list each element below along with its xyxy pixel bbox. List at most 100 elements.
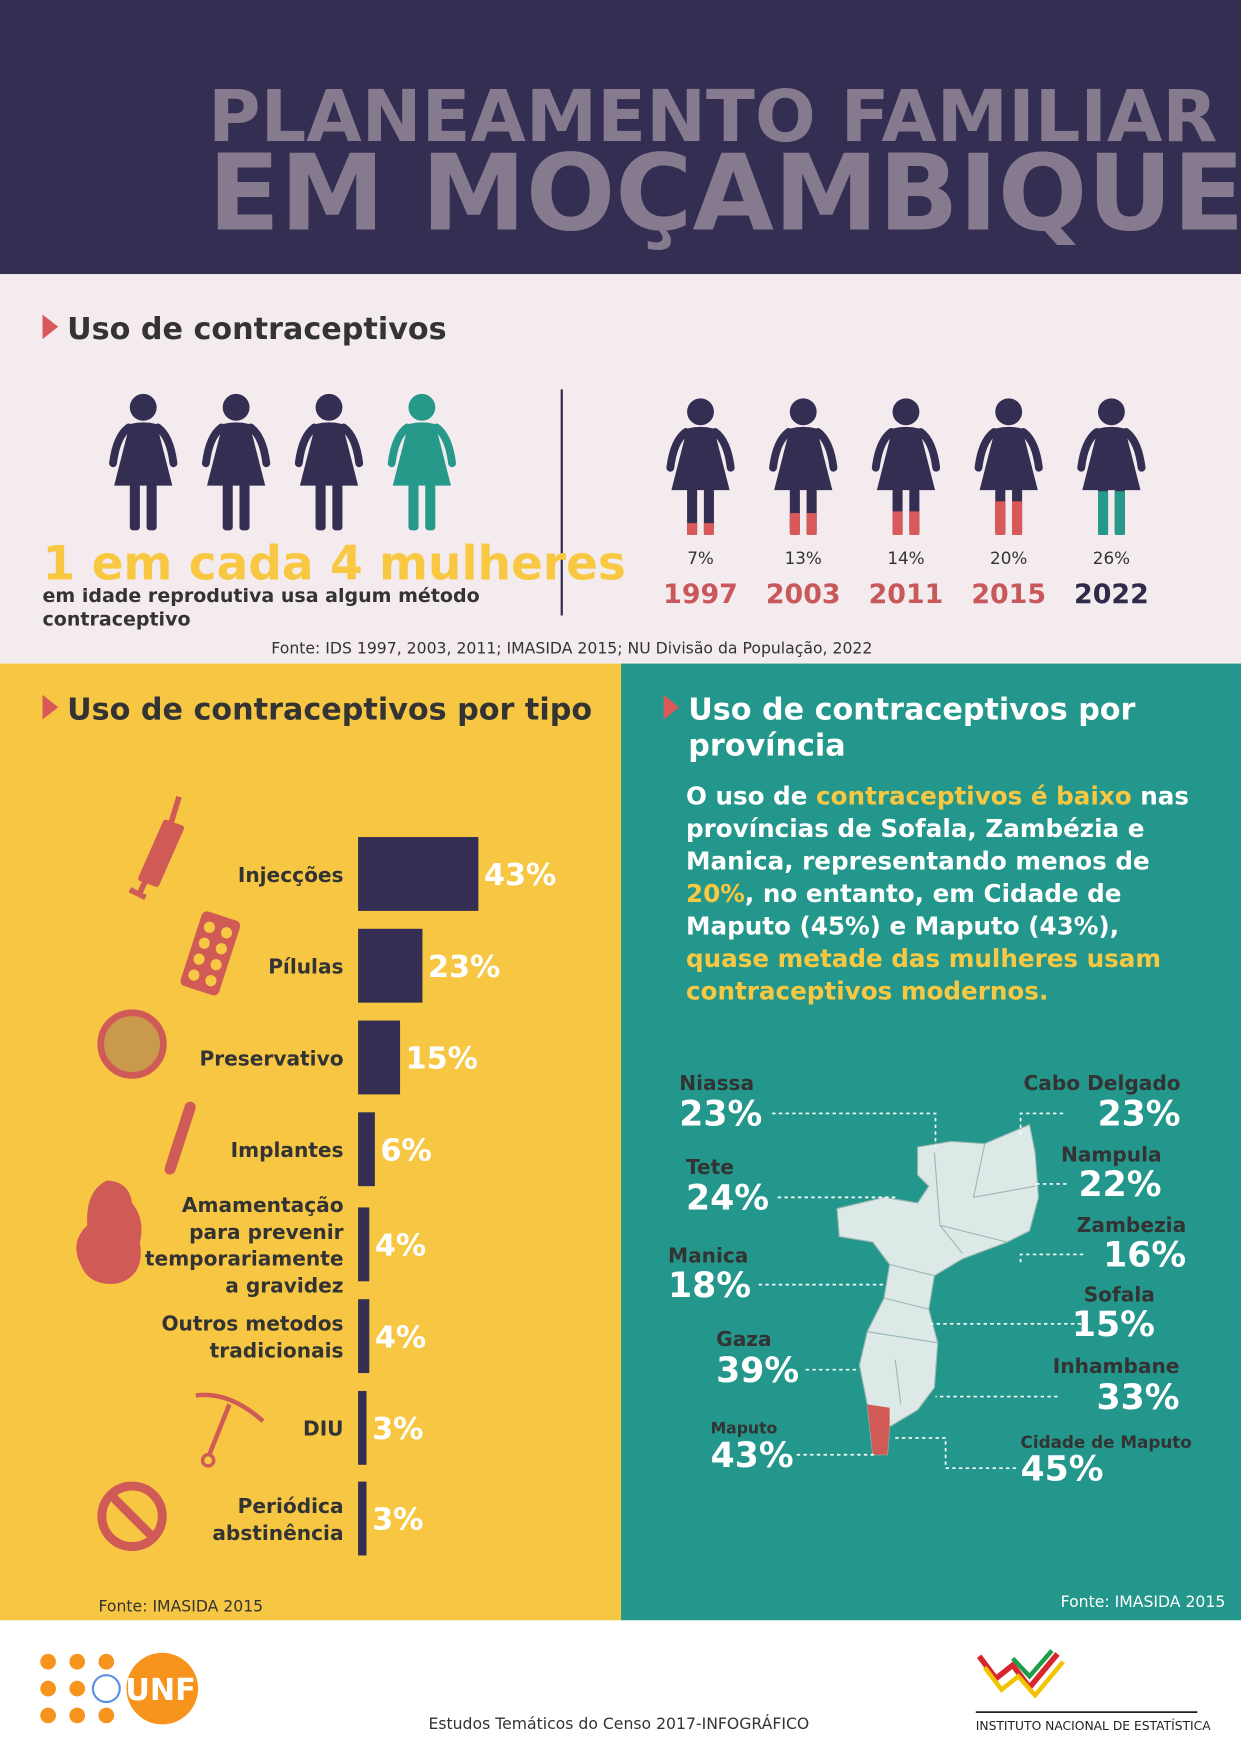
woman-leg <box>129 483 140 531</box>
province-value: 23% <box>679 1095 762 1135</box>
type-label: Outros metodos <box>161 1312 343 1336</box>
province-name: Manica <box>668 1243 748 1267</box>
province-value: 15% <box>1072 1305 1155 1345</box>
woman-arm <box>387 423 412 468</box>
type-label: Pílulas <box>268 955 343 979</box>
icon-pill <box>210 959 222 971</box>
woman-arm <box>813 428 838 472</box>
logo-dot <box>69 1680 86 1697</box>
logo-dot <box>98 1653 115 1670</box>
icon-implant <box>164 1101 196 1175</box>
province-value: 33% <box>1096 1378 1179 1418</box>
woman-dress <box>979 426 1038 491</box>
woman-arm <box>201 423 226 468</box>
province-name: Tete <box>686 1155 734 1179</box>
icon-iud <box>195 1392 265 1456</box>
leg-fill-left <box>789 513 800 535</box>
paragraph-segment: nas províncias de Sofala, Zambézia e Man… <box>685 783 1190 877</box>
woman-head <box>789 398 817 426</box>
trend-year: 2015 <box>971 579 1046 610</box>
province-value: 45% <box>1021 1449 1104 1489</box>
province-name: Nampula <box>1061 1143 1162 1167</box>
province-bg <box>621 663 1241 1621</box>
province-name: Gaza <box>716 1327 771 1351</box>
woman-arm <box>916 428 941 472</box>
footer-text: Estudos Temáticos do Censo 2017-INFOGRÁF… <box>428 1714 809 1733</box>
leg-fill <box>995 501 1023 535</box>
leg-fill-right <box>909 511 920 535</box>
section-heading: província <box>688 728 845 763</box>
type-label: Amamentação <box>182 1193 344 1217</box>
woman-arm <box>974 428 999 472</box>
woman-leg <box>332 483 343 531</box>
province-value: 39% <box>716 1351 799 1391</box>
leader-line <box>772 1112 937 1148</box>
woman-dress <box>207 422 266 486</box>
icon-iud-end <box>200 1453 216 1468</box>
woman-dress <box>114 422 173 486</box>
leader-line <box>895 1437 1017 1470</box>
woman-dress <box>876 426 936 491</box>
icon-pill <box>198 937 210 949</box>
logo-ine-mark <box>976 1652 1060 1693</box>
trend-year: 2022 <box>1074 579 1149 610</box>
type-value: 3% <box>372 1503 423 1538</box>
logo-dot <box>40 1680 56 1697</box>
woman-arm <box>294 423 319 468</box>
trend-value: 20% <box>990 548 1027 568</box>
type-value: 4% <box>375 1229 426 1264</box>
icon-condom <box>97 1009 167 1079</box>
province-value: 43% <box>711 1436 794 1476</box>
province-name: Sofala <box>1084 1282 1155 1306</box>
type-label: Periódica <box>238 1494 344 1518</box>
ratio-caption: contraceptivo <box>43 609 191 631</box>
woman-arm <box>432 423 457 468</box>
icon-pill <box>188 969 200 981</box>
section-heading: Uso de contraceptivos por <box>688 693 1135 728</box>
icon-pill <box>203 921 216 933</box>
section-heading: Uso de contraceptivos <box>67 312 446 347</box>
leg-fill-left <box>892 511 903 535</box>
woman-arm <box>711 428 735 472</box>
trend-year: 2011 <box>869 579 944 610</box>
trend-year: 1997 <box>663 579 738 610</box>
type-label: Implantes <box>231 1138 344 1162</box>
type-label: temporariamente <box>145 1247 344 1271</box>
type-source: Fonte: IMASIDA 2015 <box>98 1596 263 1615</box>
province-name: Cidade de Maputo <box>1021 1432 1192 1452</box>
type-label: para prevenir <box>189 1220 343 1244</box>
type-value: 6% <box>380 1133 431 1168</box>
province-value: 23% <box>1098 1095 1181 1135</box>
type-bar <box>358 1020 401 1095</box>
leader-line <box>1019 1112 1064 1136</box>
type-label: abstinência <box>212 1521 343 1545</box>
logo-un <box>91 1674 121 1704</box>
title-line1: PLANEAMENTO FAMILIAR <box>208 75 1217 158</box>
woman-arm <box>339 423 364 468</box>
woman-head <box>995 398 1023 426</box>
province-paragraph: O uso de contraceptivos é baixo nas prov… <box>686 781 1190 1008</box>
heading-marker <box>663 694 680 720</box>
province-name: Maputo <box>711 1418 778 1437</box>
type-bar <box>358 1112 375 1187</box>
section-heading: Uso de contraceptivos por tipo <box>67 693 592 728</box>
woman-arm <box>246 423 271 468</box>
paragraph-segment: quase metade das mulheres usam contracep… <box>685 945 1162 1007</box>
type-bar <box>358 837 479 911</box>
leg-fill-right <box>703 523 714 535</box>
type-bar <box>358 1207 370 1282</box>
logo-ine-mark2 <box>982 1660 1065 1699</box>
logo-dot <box>69 1653 86 1670</box>
woman-head <box>222 393 250 421</box>
type-label: Injecções <box>238 863 344 887</box>
map-borders <box>867 1143 1036 1405</box>
woman-arm <box>666 428 690 472</box>
logo-ine: INSTITUTO NACIONAL DE ESTATÍSTICA <box>976 1718 1211 1733</box>
logo-dot <box>40 1707 56 1724</box>
heading-marker <box>42 694 59 720</box>
woman-dress <box>299 422 359 486</box>
leg-fill-right <box>1012 501 1023 535</box>
type-value: 23% <box>428 950 500 985</box>
paragraph-segment: O uso de <box>685 783 817 812</box>
